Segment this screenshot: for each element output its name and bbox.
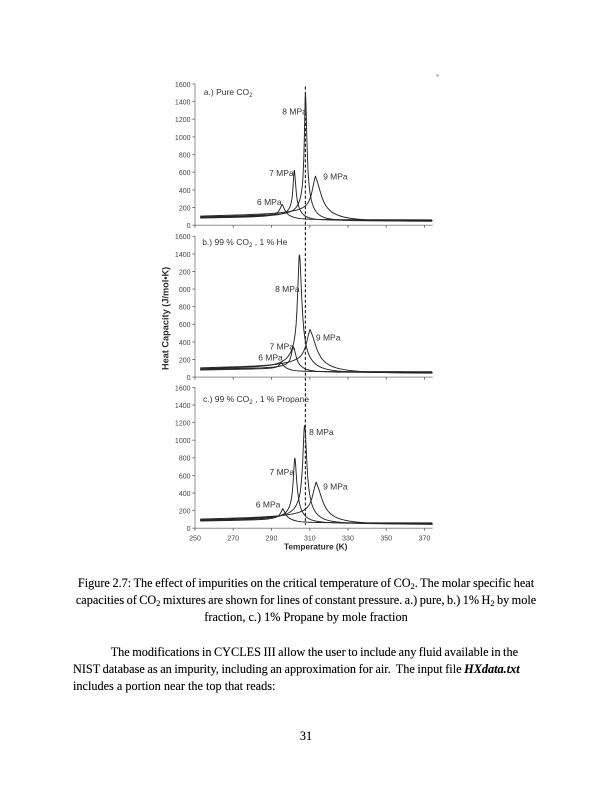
svg-text:200: 200 — [179, 269, 191, 276]
svg-text:0: 0 — [187, 526, 191, 533]
svg-text:1400: 1400 — [175, 403, 191, 410]
svg-text:800: 800 — [179, 305, 191, 312]
svg-text:c.) 99 % CO2 , 1 % Propane: c.) 99 % CO2 , 1 % Propane — [203, 394, 309, 406]
svg-text:350: 350 — [380, 535, 392, 542]
svg-text:7 MPa: 7 MPa — [270, 467, 295, 477]
svg-text:9 MPa: 9 MPa — [316, 333, 341, 343]
svg-text:200: 200 — [179, 509, 191, 516]
svg-text:8 MPa: 8 MPa — [309, 427, 334, 437]
svg-text:270: 270 — [227, 535, 239, 542]
svg-text:1600: 1600 — [175, 385, 191, 392]
svg-text:1400: 1400 — [175, 100, 191, 107]
svg-text:250: 250 — [189, 535, 201, 542]
svg-text:800: 800 — [179, 456, 191, 463]
svg-text:330: 330 — [342, 535, 354, 542]
svg-text:8 MPa: 8 MPa — [275, 284, 300, 294]
svg-text:9 MPa: 9 MPa — [323, 482, 348, 492]
svg-text:6 MPa: 6 MPa — [258, 353, 283, 363]
svg-text:200: 200 — [179, 205, 191, 212]
svg-text:7 MPa: 7 MPa — [270, 342, 295, 352]
svg-text:0: 0 — [187, 223, 191, 230]
svg-text:0: 0 — [187, 375, 191, 382]
svg-text:290: 290 — [266, 535, 278, 542]
svg-text:1200: 1200 — [175, 421, 191, 428]
svg-text:370: 370 — [419, 535, 431, 542]
svg-text:600: 600 — [179, 170, 191, 177]
svg-text:7 MPa: 7 MPa — [269, 168, 294, 178]
svg-text:1600: 1600 — [175, 82, 191, 89]
svg-text:6 MPa: 6 MPa — [256, 500, 281, 510]
svg-text:b.) 99 % CO2 , 1 % He: b.) 99 % CO2 , 1 % He — [202, 237, 287, 249]
svg-text:8 MPa: 8 MPa — [282, 107, 307, 117]
svg-text:a.) Pure CO2: a.) Pure CO2 — [204, 87, 253, 99]
svg-text:400: 400 — [179, 340, 191, 347]
svg-text:1200: 1200 — [175, 117, 191, 124]
svg-text:600: 600 — [179, 473, 191, 480]
svg-text:200: 200 — [179, 357, 191, 364]
svg-text:400: 400 — [179, 188, 191, 195]
svg-text:1000: 1000 — [175, 438, 191, 445]
svg-text:Heat Capacity (J/mol•K): Heat Capacity (J/mol•K) — [160, 267, 170, 370]
svg-text:800: 800 — [179, 153, 191, 160]
svg-text:9 MPa: 9 MPa — [323, 172, 348, 182]
svg-text:1000: 1000 — [175, 135, 191, 142]
svg-text:400: 400 — [179, 491, 191, 498]
svg-text:1600: 1600 — [175, 234, 191, 241]
svg-text:6 MPa: 6 MPa — [257, 197, 282, 207]
svg-text:000: 000 — [179, 287, 191, 294]
svg-text:310: 310 — [304, 535, 316, 542]
svg-text:Temperature (K): Temperature (K) — [284, 542, 348, 552]
svg-text:600: 600 — [179, 322, 191, 329]
svg-text:1400: 1400 — [175, 252, 191, 259]
